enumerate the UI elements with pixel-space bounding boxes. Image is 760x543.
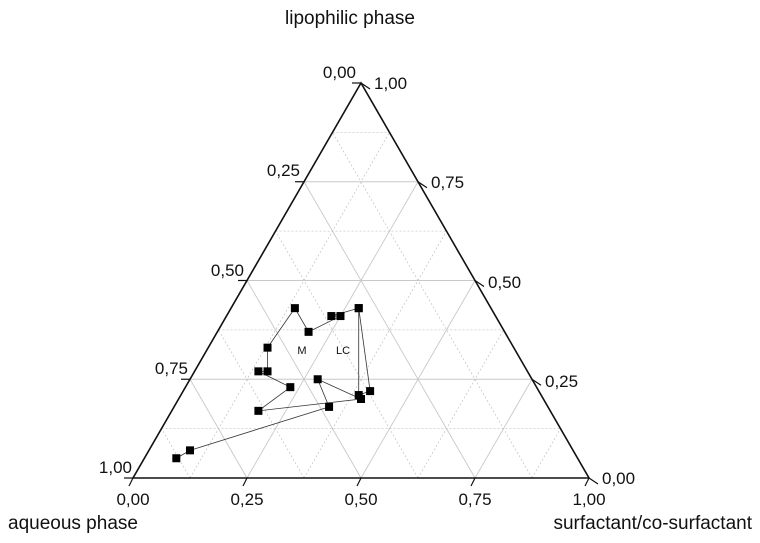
bottom-tick-label: 1,00: [572, 490, 605, 509]
data-point: [354, 304, 363, 313]
grid-line: [189, 379, 248, 479]
data-point: [304, 327, 313, 336]
bottom-tick-label: 0,00: [116, 490, 149, 509]
bottom-tick: [128, 477, 134, 487]
data-point: [366, 387, 375, 396]
left-tick-label: 1,00: [99, 458, 132, 477]
grid-line: [360, 280, 476, 479]
grid-line: [417, 329, 504, 479]
vertex-label-bottom-left: aqueous phase: [8, 513, 138, 534]
grid-line: [303, 230, 447, 479]
data-point: [327, 312, 336, 321]
grid-line: [161, 428, 191, 479]
bottom-tick-label: 0,25: [230, 490, 263, 509]
data-point: [286, 383, 295, 392]
data-point: [354, 391, 363, 400]
bottom-tick: [470, 477, 476, 487]
data-point: [254, 406, 263, 415]
grid-line: [474, 379, 533, 479]
left-tick-label: 0,00: [323, 63, 356, 82]
bottom-tick-label: 0,75: [458, 490, 491, 509]
data-point: [254, 367, 263, 376]
grid-lines: [161, 131, 561, 479]
left-tick-label: 0,25: [267, 161, 300, 180]
grid-line: [218, 329, 305, 479]
grid-line: [332, 132, 533, 479]
left-tick-label: 0,50: [211, 261, 244, 280]
data-point: [263, 367, 272, 376]
data-point: [263, 343, 272, 352]
grid-line: [246, 280, 362, 479]
region-label-m: M: [297, 345, 306, 357]
data-point: [336, 312, 345, 321]
tick-marks: [124, 82, 599, 487]
right-tick-label: 1,00: [374, 74, 407, 93]
right-tick: [417, 181, 428, 189]
right-tick-label: 0,00: [602, 469, 635, 488]
region-label-lc: LC: [336, 345, 350, 357]
bottom-tick: [356, 477, 362, 487]
bottom-tick: [584, 477, 590, 487]
left-tick-label: 0,75: [155, 359, 188, 378]
right-tick: [474, 280, 485, 287]
right-tick-label: 0,25: [545, 372, 578, 391]
data-point: [172, 454, 181, 463]
series-line: [176, 307, 371, 459]
data-point: [313, 375, 322, 384]
grid-line: [531, 428, 561, 479]
grid-line: [275, 230, 419, 479]
bottom-tick-label: 0,50: [344, 490, 377, 509]
right-tick: [360, 82, 371, 90]
grid-line: [303, 181, 476, 479]
grid-line: [189, 132, 390, 479]
data-point: [290, 304, 299, 313]
vertex-label-bottom-right: surfactant/co-surfactant: [553, 513, 752, 534]
data-series: [172, 304, 375, 463]
bottom-tick: [242, 477, 248, 487]
right-tick: [531, 378, 542, 386]
data-point: [325, 402, 334, 411]
data-point: [186, 446, 194, 455]
right-tick: [588, 477, 599, 485]
vertex-label-top: lipophilic phase: [285, 8, 415, 29]
right-tick-label: 0,50: [488, 273, 521, 292]
right-tick-label: 0,75: [431, 173, 464, 192]
